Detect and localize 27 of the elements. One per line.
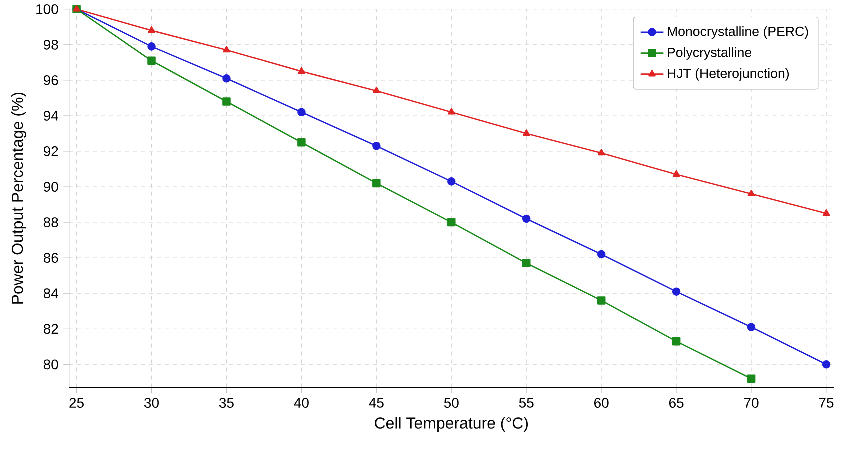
x-tick-label: 25 — [70, 398, 84, 408]
x-tick-label: 55 — [519, 398, 534, 408]
x-tick-label: 30 — [144, 398, 159, 408]
y-tick-label: 80 — [44, 360, 58, 370]
x-tick-label: 40 — [294, 398, 309, 408]
y-tick-label: 98 — [44, 40, 58, 50]
y-tick-label: 84 — [44, 288, 58, 298]
x-tick-label: 65 — [669, 398, 684, 408]
y-tick-label: 86 — [44, 252, 58, 263]
y-tick-label: 82 — [44, 324, 58, 334]
y-axis-title: Power Output Percentage (%) — [12, 92, 26, 304]
legend-label: Polycrystalline — [668, 47, 752, 60]
x-tick-label: 35 — [219, 398, 234, 408]
x-axis-title: Cell Temperature (°C) — [375, 417, 528, 432]
y-tick-label: 88 — [44, 217, 58, 228]
y-tick-label: 96 — [44, 75, 58, 86]
legend-label: Monocrystalline (PERC) — [668, 26, 808, 39]
y-tick-label: 100 — [36, 4, 58, 14]
x-tick-label: 75 — [819, 398, 834, 408]
legend-label: HJT (Heterojunction) — [668, 68, 790, 81]
x-tick-label: 45 — [369, 398, 384, 408]
x-tick-label: 60 — [594, 398, 609, 408]
y-tick-label: 94 — [44, 110, 58, 121]
y-tick-label: 92 — [44, 146, 58, 156]
x-tick-label: 70 — [744, 398, 759, 408]
x-tick-label: 50 — [444, 398, 459, 408]
y-tick-label: 90 — [44, 182, 58, 192]
